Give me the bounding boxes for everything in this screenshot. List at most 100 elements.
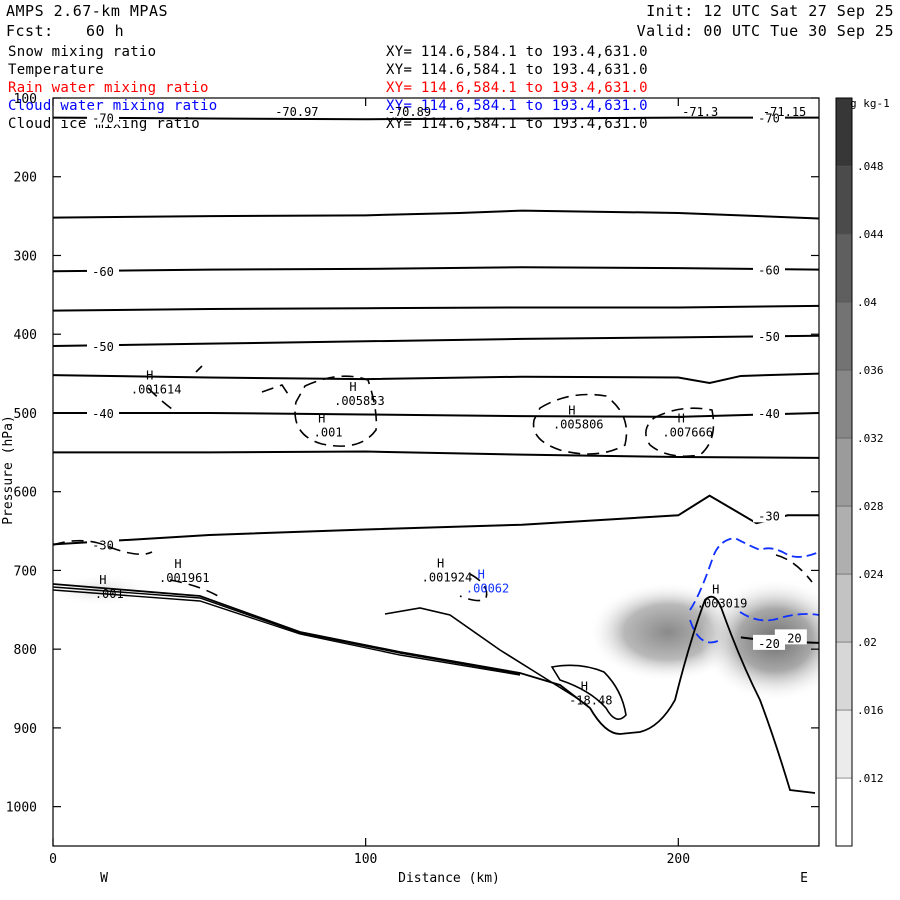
- valid-time: Valid: 00 UTC Tue 30 Sep 25: [636, 22, 894, 40]
- colorbar-bin-4: [835, 505, 853, 575]
- plot-frame: [52, 97, 820, 847]
- terrain: [52, 583, 816, 794]
- extremum-label-6: .001: [95, 587, 124, 601]
- colorbar-tick-2: .02: [857, 636, 877, 649]
- y-tick-400: 400: [14, 328, 37, 343]
- colorbar-bin-0: [835, 777, 853, 847]
- colorbar-bin-5: [835, 437, 853, 507]
- extremum-label-0: .001614: [131, 382, 182, 396]
- colorbar-bin-8: [835, 233, 853, 303]
- extremum-marker-8: H: [478, 567, 485, 581]
- temperature-contour-1: [53, 209, 819, 220]
- contour-label-left-0: -70: [92, 112, 114, 126]
- contour-label-right-9: -20: [758, 637, 780, 651]
- y-tick-500: 500: [14, 407, 37, 422]
- colorbar-bin-7: [835, 301, 853, 371]
- contour-label-left-9: -20: [780, 631, 802, 645]
- extremum-marker-5: H: [174, 557, 181, 571]
- extremum-marker-2: H: [318, 412, 325, 426]
- y-tick-100: 100: [14, 92, 37, 107]
- ice-contour-6: [645, 407, 715, 458]
- y-tick-300: 300: [14, 249, 37, 264]
- colorbar-tick-7: .04: [857, 296, 877, 309]
- ice-contour-4: [294, 375, 378, 447]
- x-tick-0: 0: [49, 852, 57, 867]
- y-tick-800: 800: [14, 643, 37, 658]
- contour-label-left-8: -30: [92, 538, 114, 552]
- temperature-contour-7: [53, 450, 819, 459]
- extremum-marker-6: H: [99, 573, 106, 587]
- colorbar-tick-5: .032: [857, 432, 884, 445]
- colorbar-bin-9: [835, 165, 853, 235]
- forecast-label: Fcst:: [6, 22, 54, 40]
- loop-contour: [550, 664, 627, 720]
- east-label: E: [800, 871, 808, 886]
- top-value-0: -70.97: [275, 105, 318, 119]
- extremum-label-2: .001: [314, 426, 343, 440]
- top-value-3: -71.15: [763, 105, 806, 119]
- west-label: W: [100, 871, 108, 886]
- ice-contour-9: [459, 573, 488, 602]
- ice-contour-3: [261, 384, 291, 398]
- contour-label-left-6: -40: [92, 407, 114, 421]
- field-name-rain: Rain water mixing ratio: [8, 80, 209, 96]
- ice-contour-2: [147, 387, 173, 410]
- contour-label-right-6: -40: [758, 407, 780, 421]
- colorbar-bin-2: [835, 641, 853, 711]
- contour-label-right-8: -30: [758, 509, 780, 523]
- extremum-marker-1: H: [349, 380, 356, 394]
- ice-contour-7: [53, 539, 153, 556]
- colorbar-tick-0: .012: [857, 772, 884, 785]
- field-xy-cloud-ice: XY= 114.6,584.1 to 193.4,631.0: [386, 116, 648, 132]
- temperature-contour-4: [53, 334, 819, 348]
- colorbar-bin-1: [835, 709, 853, 779]
- top-value-2: -71.3: [682, 105, 718, 119]
- y-tick-600: 600: [14, 486, 37, 501]
- extremum-label-5: .001961: [159, 571, 210, 585]
- x-tick-100: 100: [354, 852, 377, 867]
- contour-label-left-2: -60: [92, 265, 114, 279]
- field-xy-cloud-water: XY= 114.6,584.1 to 193.4,631.0: [386, 98, 648, 114]
- cloud-water-contour-2: [689, 619, 721, 644]
- temperature-contour-3: [53, 304, 819, 312]
- y-tick-900: 900: [14, 722, 37, 737]
- colorbar-bin-3: [835, 573, 853, 643]
- field-xy-snow: XY= 114.6,584.1 to 193.4,631.0: [386, 44, 648, 60]
- x-axis-label: Distance (km): [398, 871, 500, 886]
- contour-label-right-2: -60: [758, 264, 780, 278]
- y-tick-700: 700: [14, 564, 37, 579]
- forecast-hours: 60 h: [86, 22, 125, 40]
- field-name-temperature: Temperature: [8, 62, 105, 78]
- extremum-label-9: .003019: [697, 596, 748, 610]
- extremum-label-10: -18.48: [569, 693, 612, 707]
- colorbar-tick-8: .044: [857, 228, 884, 241]
- ice-contour-1: [195, 365, 203, 373]
- ice-contour-8: [169, 579, 219, 597]
- extremum-marker-4: H: [678, 412, 685, 426]
- snow-shading: [53, 574, 819, 702]
- contour-label-right-4: -50: [758, 330, 780, 344]
- field-name-cloud-water: Cloud water mixing ratio: [8, 98, 218, 114]
- extremum-label-1: .005853: [334, 394, 385, 408]
- extremum-marker-9: H: [712, 582, 719, 596]
- extremum-marker-3: H: [568, 404, 575, 418]
- y-tick-200: 200: [14, 171, 37, 186]
- extremum-label-7: .001924: [422, 570, 473, 584]
- contour-label-left-4: -50: [92, 340, 114, 354]
- temperature-contour-5: [53, 372, 819, 385]
- x-tick-200: 200: [667, 852, 690, 867]
- y-tick-1000: 1000: [6, 801, 37, 816]
- init-time: Init: 12 UTC Sat 27 Sep 25: [646, 2, 894, 20]
- colorbar-tick-6: .036: [857, 364, 884, 377]
- colorbar-tick-3: .024: [857, 568, 884, 581]
- temperature-contour-8: [53, 494, 819, 546]
- extremum-marker-7: H: [437, 556, 444, 570]
- ice-contour-10: [775, 554, 813, 583]
- colorbar: .012 .016 .02 .024 .028 .032 .036 .04 .044 .048: [835, 97, 884, 847]
- cloud-water-contour-1: [689, 537, 819, 611]
- contour-label-right-0: -70: [758, 112, 780, 126]
- colorbar-tick-1: .016: [857, 704, 884, 717]
- field-xy-temperature: XY= 114.6,584.1 to 193.4,631.0: [386, 62, 648, 78]
- y-axis-label: Pressure (hPa): [1, 415, 16, 525]
